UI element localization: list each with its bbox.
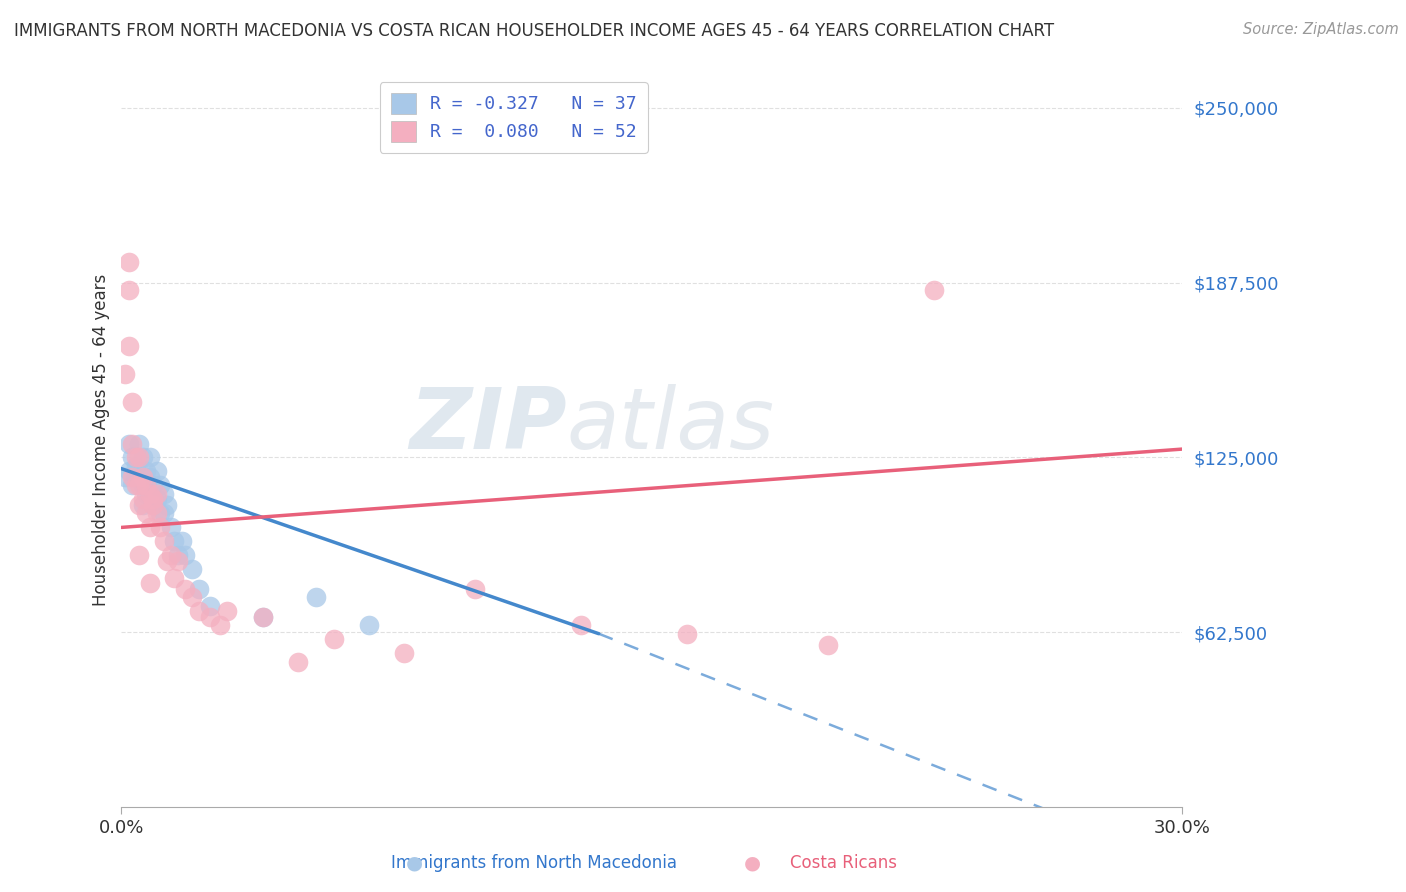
Point <box>128 478 150 492</box>
Point <box>322 632 344 647</box>
Point <box>209 618 232 632</box>
Point <box>124 450 146 465</box>
Point <box>167 549 190 563</box>
Point <box>676 626 699 640</box>
Point <box>149 520 172 534</box>
Point <box>146 465 169 479</box>
Point <box>156 554 179 568</box>
Point <box>146 492 169 507</box>
Point <box>569 618 592 632</box>
Point <box>135 487 157 501</box>
Point <box>305 591 328 605</box>
Text: atlas: atlas <box>567 384 775 467</box>
Point <box>114 367 136 381</box>
Point <box>131 498 153 512</box>
Point <box>135 465 157 479</box>
Point <box>163 534 186 549</box>
Point <box>174 549 197 563</box>
Point <box>121 394 143 409</box>
Point <box>128 436 150 450</box>
Point <box>121 450 143 465</box>
Point <box>146 507 169 521</box>
Point <box>160 520 183 534</box>
Point <box>138 487 160 501</box>
Point <box>128 549 150 563</box>
Point <box>135 507 157 521</box>
Point <box>114 470 136 484</box>
Text: ●: ● <box>406 854 423 872</box>
Point <box>128 498 150 512</box>
Point <box>121 478 143 492</box>
Point <box>153 507 176 521</box>
Point <box>117 283 139 297</box>
Point <box>188 582 211 596</box>
Text: Source: ZipAtlas.com: Source: ZipAtlas.com <box>1243 22 1399 37</box>
Point <box>121 470 143 484</box>
Point <box>124 458 146 473</box>
Text: ●: ● <box>744 854 761 872</box>
Point <box>181 591 204 605</box>
Point <box>287 655 309 669</box>
Point <box>149 507 172 521</box>
Point <box>138 576 160 591</box>
Point <box>160 549 183 563</box>
Legend: R = -0.327   N = 37, R =  0.080   N = 52: R = -0.327 N = 37, R = 0.080 N = 52 <box>380 82 648 153</box>
Point <box>131 450 153 465</box>
Point <box>131 478 153 492</box>
Point <box>357 618 380 632</box>
Point <box>156 498 179 512</box>
Point <box>149 478 172 492</box>
Text: Costa Ricans: Costa Ricans <box>790 855 897 872</box>
Point <box>142 492 165 507</box>
Y-axis label: Householder Income Ages 45 - 64 years: Householder Income Ages 45 - 64 years <box>93 274 110 607</box>
Point <box>394 646 416 660</box>
Point <box>138 450 160 465</box>
Point <box>252 610 274 624</box>
Point <box>138 470 160 484</box>
Point <box>153 534 176 549</box>
Point <box>142 498 165 512</box>
Point <box>170 534 193 549</box>
Point <box>117 465 139 479</box>
Point <box>181 562 204 576</box>
Point <box>188 604 211 618</box>
Point <box>124 470 146 484</box>
Point <box>121 436 143 450</box>
Point <box>174 582 197 596</box>
Point <box>124 478 146 492</box>
Point <box>117 338 139 352</box>
Point <box>146 487 169 501</box>
Point <box>117 436 139 450</box>
Text: Immigrants from North Macedonia: Immigrants from North Macedonia <box>391 855 678 872</box>
Point <box>252 610 274 624</box>
Point <box>464 582 486 596</box>
Point <box>117 254 139 268</box>
Point <box>128 465 150 479</box>
Point <box>131 492 153 507</box>
Point <box>135 478 157 492</box>
Point <box>217 604 239 618</box>
Point <box>142 498 165 512</box>
Point <box>198 610 221 624</box>
Point <box>817 638 839 652</box>
Text: ZIP: ZIP <box>409 384 567 467</box>
Point <box>138 520 160 534</box>
Point <box>153 487 176 501</box>
Point <box>128 450 150 465</box>
Point <box>138 487 160 501</box>
Point <box>142 478 165 492</box>
Point <box>131 470 153 484</box>
Text: IMMIGRANTS FROM NORTH MACEDONIA VS COSTA RICAN HOUSEHOLDER INCOME AGES 45 - 64 Y: IMMIGRANTS FROM NORTH MACEDONIA VS COSTA… <box>14 22 1054 40</box>
Point <box>198 599 221 613</box>
Point <box>163 571 186 585</box>
Point <box>924 283 946 297</box>
Point <box>167 554 190 568</box>
